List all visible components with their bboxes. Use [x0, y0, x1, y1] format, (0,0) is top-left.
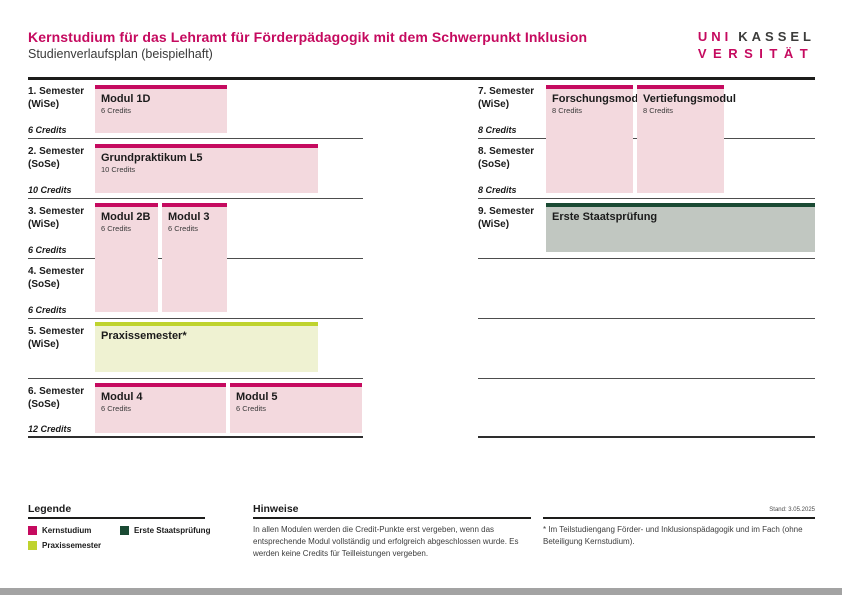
grid-bottom-rule-right: [478, 436, 815, 438]
module-accent-bar: [546, 203, 815, 207]
logo-versitaet-text: VERSITÄT: [697, 46, 815, 61]
legend-rule: [28, 517, 205, 519]
semester-5-label: 5. Semester (WiSe): [28, 326, 85, 350]
logo-kassel-text: KASSEL: [738, 29, 815, 44]
module-grundpraktikum-l5: Grundpraktikum L5 10 Credits: [95, 144, 318, 193]
row-divider: [478, 318, 815, 319]
semester-2-credits: 10 Credits: [28, 185, 72, 195]
page-subtitle: Studienverlaufsplan (beispielhaft): [28, 47, 213, 61]
row-divider: [478, 258, 815, 259]
row-divider: [28, 138, 363, 139]
footnote-text: * Im Teilstudiengang Förder- und Inklusi…: [543, 525, 803, 546]
semester-4-credits: 6 Credits: [28, 305, 67, 315]
notes-title: Hinweise: [253, 503, 299, 515]
module-modul-4: Modul 4 6 Credits: [95, 383, 226, 433]
row-divider: [478, 378, 815, 379]
semester-8-credits: 8 Credits: [478, 185, 517, 195]
semester-9-label: 9. Semester (WiSe): [478, 206, 535, 230]
semester-6-label: 6. Semester (SoSe): [28, 386, 85, 410]
logo-line-1: UNI KASSEL: [698, 28, 815, 45]
stand-note: Stand: 3.05.2025: [769, 507, 815, 513]
notes-body: In allen Modulen werden die Credit-Punkt…: [253, 525, 519, 558]
uni-kassel-logo: UNI KASSEL VERSITÄT: [698, 28, 815, 62]
module-accent-bar: [95, 322, 318, 326]
semester-7-label: 7. Semester (WiSe): [478, 86, 535, 110]
module-accent-bar: [546, 85, 633, 89]
semester-3-credits: 6 Credits: [28, 245, 67, 255]
logo-uni-text: UNI: [697, 29, 733, 44]
module-modul-3: Modul 3 6 Credits: [162, 203, 227, 312]
semester-3-label: 3. Semester (WiSe): [28, 206, 85, 230]
legend-label-praxissemester: Praxissemester: [42, 541, 102, 550]
module-erste-staatspruefung: Erste Staatsprüfung: [546, 203, 815, 252]
legend-title: Legende: [28, 503, 72, 515]
legend-swatch-erste-staatspruefung: [120, 526, 129, 535]
notes-rule: [253, 517, 531, 519]
semester-1-label: 1. Semester (WiSe): [28, 86, 85, 110]
page-title: Kernstudium für das Lehramt für Förderpä…: [28, 29, 588, 45]
module-accent-bar: [95, 85, 227, 89]
legend-label-kernstudium: Kernstudium: [42, 526, 92, 535]
module-modul-5: Modul 5 6 Credits: [230, 383, 362, 433]
row-divider: [28, 198, 363, 199]
module-accent-bar: [95, 144, 318, 148]
row-divider: [478, 198, 815, 199]
row-divider: [28, 378, 363, 379]
page-bottom-edge: [0, 588, 842, 595]
semester-2-label: 2. Semester (SoSe): [28, 146, 85, 170]
module-accent-bar: [637, 85, 724, 89]
row-divider: [28, 318, 363, 319]
semester-4-label: 4. Semester (SoSe): [28, 266, 85, 290]
module-modul-2b: Modul 2B 6 Credits: [95, 203, 158, 312]
module-accent-bar: [162, 203, 227, 207]
module-accent-bar: [95, 203, 158, 207]
module-accent-bar: [95, 383, 226, 387]
module-forschungsmodul: Forschungsmodul 8 Credits: [546, 85, 648, 193]
semester-7-credits: 8 Credits: [478, 125, 517, 135]
module-praxissemester: Praxissemester*: [95, 322, 318, 372]
module-modul-1d: Modul 1D 6 Credits: [95, 85, 227, 133]
semester-6-credits: 12 Credits: [28, 424, 72, 434]
module-vertiefungsmodul: Vertiefungsmodul 8 Credits: [637, 85, 736, 193]
semester-1-credits: 6 Credits: [28, 125, 67, 135]
legend-label-erste-staatspruefung: Erste Staatsprüfung: [134, 526, 211, 535]
legend-swatch-praxissemester: [28, 541, 37, 550]
grid-bottom-rule-left: [28, 436, 363, 438]
legend-swatch-kernstudium: [28, 526, 37, 535]
module-accent-bar: [230, 383, 362, 387]
semester-8-label: 8. Semester (SoSe): [478, 146, 535, 170]
footnote-rule: [543, 517, 815, 519]
grid-top-rule: [28, 77, 815, 80]
